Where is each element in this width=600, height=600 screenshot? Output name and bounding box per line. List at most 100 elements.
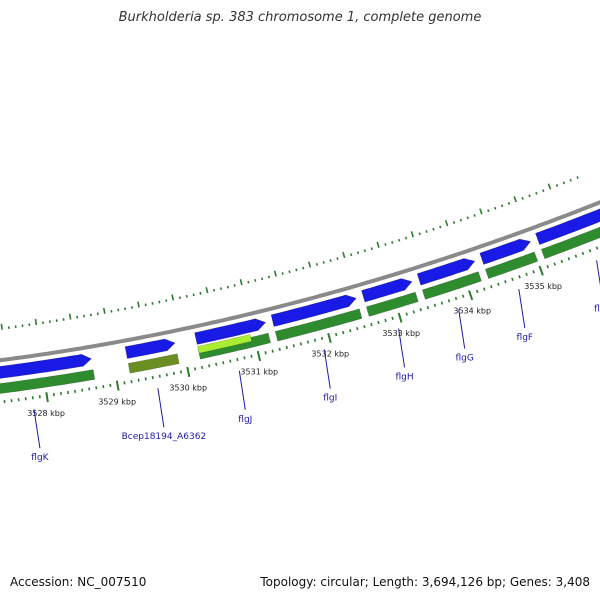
ruler-minor-tick	[137, 378, 140, 382]
gene-arrow[interactable]	[416, 258, 476, 286]
ruler-minor-tick	[525, 272, 528, 277]
cds-band[interactable]	[127, 353, 180, 374]
gene-flgI[interactable]	[270, 294, 363, 342]
gene-arrow[interactable]	[270, 294, 357, 327]
ruler-minor-tick	[412, 310, 415, 314]
backbone-layer	[0, 200, 600, 363]
gene-layer[interactable]	[0, 202, 600, 398]
outer-tick	[404, 236, 408, 240]
gene-label-flgK[interactable]: flgK	[31, 453, 49, 463]
outer-tick	[205, 286, 209, 294]
ruler-minor-tick	[271, 349, 274, 353]
ruler-minor-tick	[588, 249, 592, 253]
ruler-minor-tick	[504, 280, 507, 284]
cds-band[interactable]	[421, 271, 482, 300]
ruler-minor-tick	[595, 246, 599, 250]
outer-tick	[500, 204, 504, 208]
gene-label-Bcep18194_A6362[interactable]: Bcep18194_A6362	[122, 432, 207, 442]
outer-tick	[315, 262, 319, 266]
outer-tick	[261, 277, 264, 281]
gene-label-flgF[interactable]: flgF	[517, 333, 534, 343]
ruler-major-tick	[45, 392, 49, 403]
outer-tick	[555, 184, 559, 187]
outer-tick	[0, 323, 3, 330]
ruler-minor-tick	[236, 357, 239, 362]
outer-tick	[521, 196, 524, 200]
outer-tick	[494, 206, 497, 210]
gene-arrow[interactable]	[194, 318, 267, 345]
gene-leader-line	[323, 349, 331, 389]
gene-arrow[interactable]	[361, 278, 413, 303]
ruler-label: 3534 kbp	[453, 306, 491, 315]
outer-tick	[398, 238, 401, 242]
gene-flgK[interactable]	[0, 353, 96, 398]
ruler-minor-tick	[391, 316, 394, 321]
ruler-minor-tick	[342, 330, 345, 335]
ruler-minor-tick	[461, 294, 465, 298]
ruler-minor-tick	[447, 299, 451, 303]
gene-arrow[interactable]	[479, 238, 532, 265]
outer-tick	[199, 291, 202, 295]
highlight-band[interactable]	[197, 334, 253, 354]
ruler-minor-tick	[553, 262, 557, 266]
ruler-label: 3530 kbp	[169, 384, 207, 393]
gene-flgF[interactable]	[479, 238, 539, 279]
outer-tick	[219, 287, 223, 291]
backbone-line	[0, 200, 600, 363]
outer-tick	[547, 183, 552, 190]
gene-arrow[interactable]	[124, 338, 176, 359]
gene-flgE[interactable]	[535, 202, 600, 260]
cds-band[interactable]	[274, 308, 363, 342]
outer-tick	[410, 231, 415, 238]
gene-flgJ[interactable]	[194, 318, 271, 360]
outer-tick	[535, 191, 538, 195]
ruler-minor-tick	[426, 305, 430, 310]
gene-flgG[interactable]	[416, 258, 482, 300]
ruler-minor-tick	[95, 386, 98, 390]
gene-label-flgG[interactable]: flgG	[456, 354, 474, 364]
gene-flgH[interactable]	[361, 278, 419, 317]
ruler-label: 3528 kbp	[27, 409, 65, 418]
ruler-minor-tick	[567, 257, 571, 261]
ruler-minor-tick	[299, 342, 303, 346]
gene-leader-line	[157, 388, 165, 428]
ruler-minor-tick	[109, 383, 112, 388]
outer-tick	[528, 194, 531, 198]
gene-Bcep18194_A6362[interactable]	[124, 338, 180, 374]
ruler-major-tick	[256, 350, 262, 362]
ruler-minor-tick	[179, 370, 183, 374]
gene-label-flgE[interactable]: flgE	[594, 304, 600, 314]
outer-tick	[213, 288, 216, 292]
ruler-minor-tick	[454, 296, 458, 301]
gene-label-flgI[interactable]: flgI	[323, 394, 337, 404]
ruler-minor-tick	[250, 354, 253, 358]
cds-band[interactable]	[0, 369, 96, 398]
ruler-minor-tick	[356, 326, 359, 331]
gene-label-flgJ[interactable]: flgJ	[238, 415, 252, 425]
gene-arrow[interactable]	[0, 353, 92, 382]
ruler-major-tick	[115, 380, 120, 391]
gene-label-flgH[interactable]: flgH	[395, 372, 413, 382]
outer-tick	[254, 279, 257, 282]
ruler-major-tick	[397, 312, 403, 323]
cds-band[interactable]	[484, 251, 539, 279]
outer-tick	[569, 178, 572, 182]
cds-band[interactable]	[540, 214, 600, 260]
ruler-minor-tick	[419, 308, 423, 312]
ruler-minor-tick	[518, 275, 521, 279]
genome-summary-text: Topology: circular; Length: 3,694,126 bp…	[260, 575, 590, 589]
gene-arrow[interactable]	[535, 202, 600, 245]
ruler-major-tick	[468, 290, 474, 301]
ruler-minor-tick	[574, 254, 578, 258]
ruler-minor-tick	[334, 332, 338, 337]
cds-band[interactable]	[365, 291, 419, 317]
ruler-minor-tick	[377, 320, 380, 325]
ruler-minor-tick	[292, 344, 295, 348]
ruler-minor-tick	[483, 287, 486, 291]
outer-tick	[487, 209, 490, 213]
ruler-minor-tick	[285, 345, 288, 350]
outer-tick	[363, 249, 367, 253]
ruler-minor-tick	[532, 270, 535, 274]
outer-tick	[576, 176, 579, 179]
